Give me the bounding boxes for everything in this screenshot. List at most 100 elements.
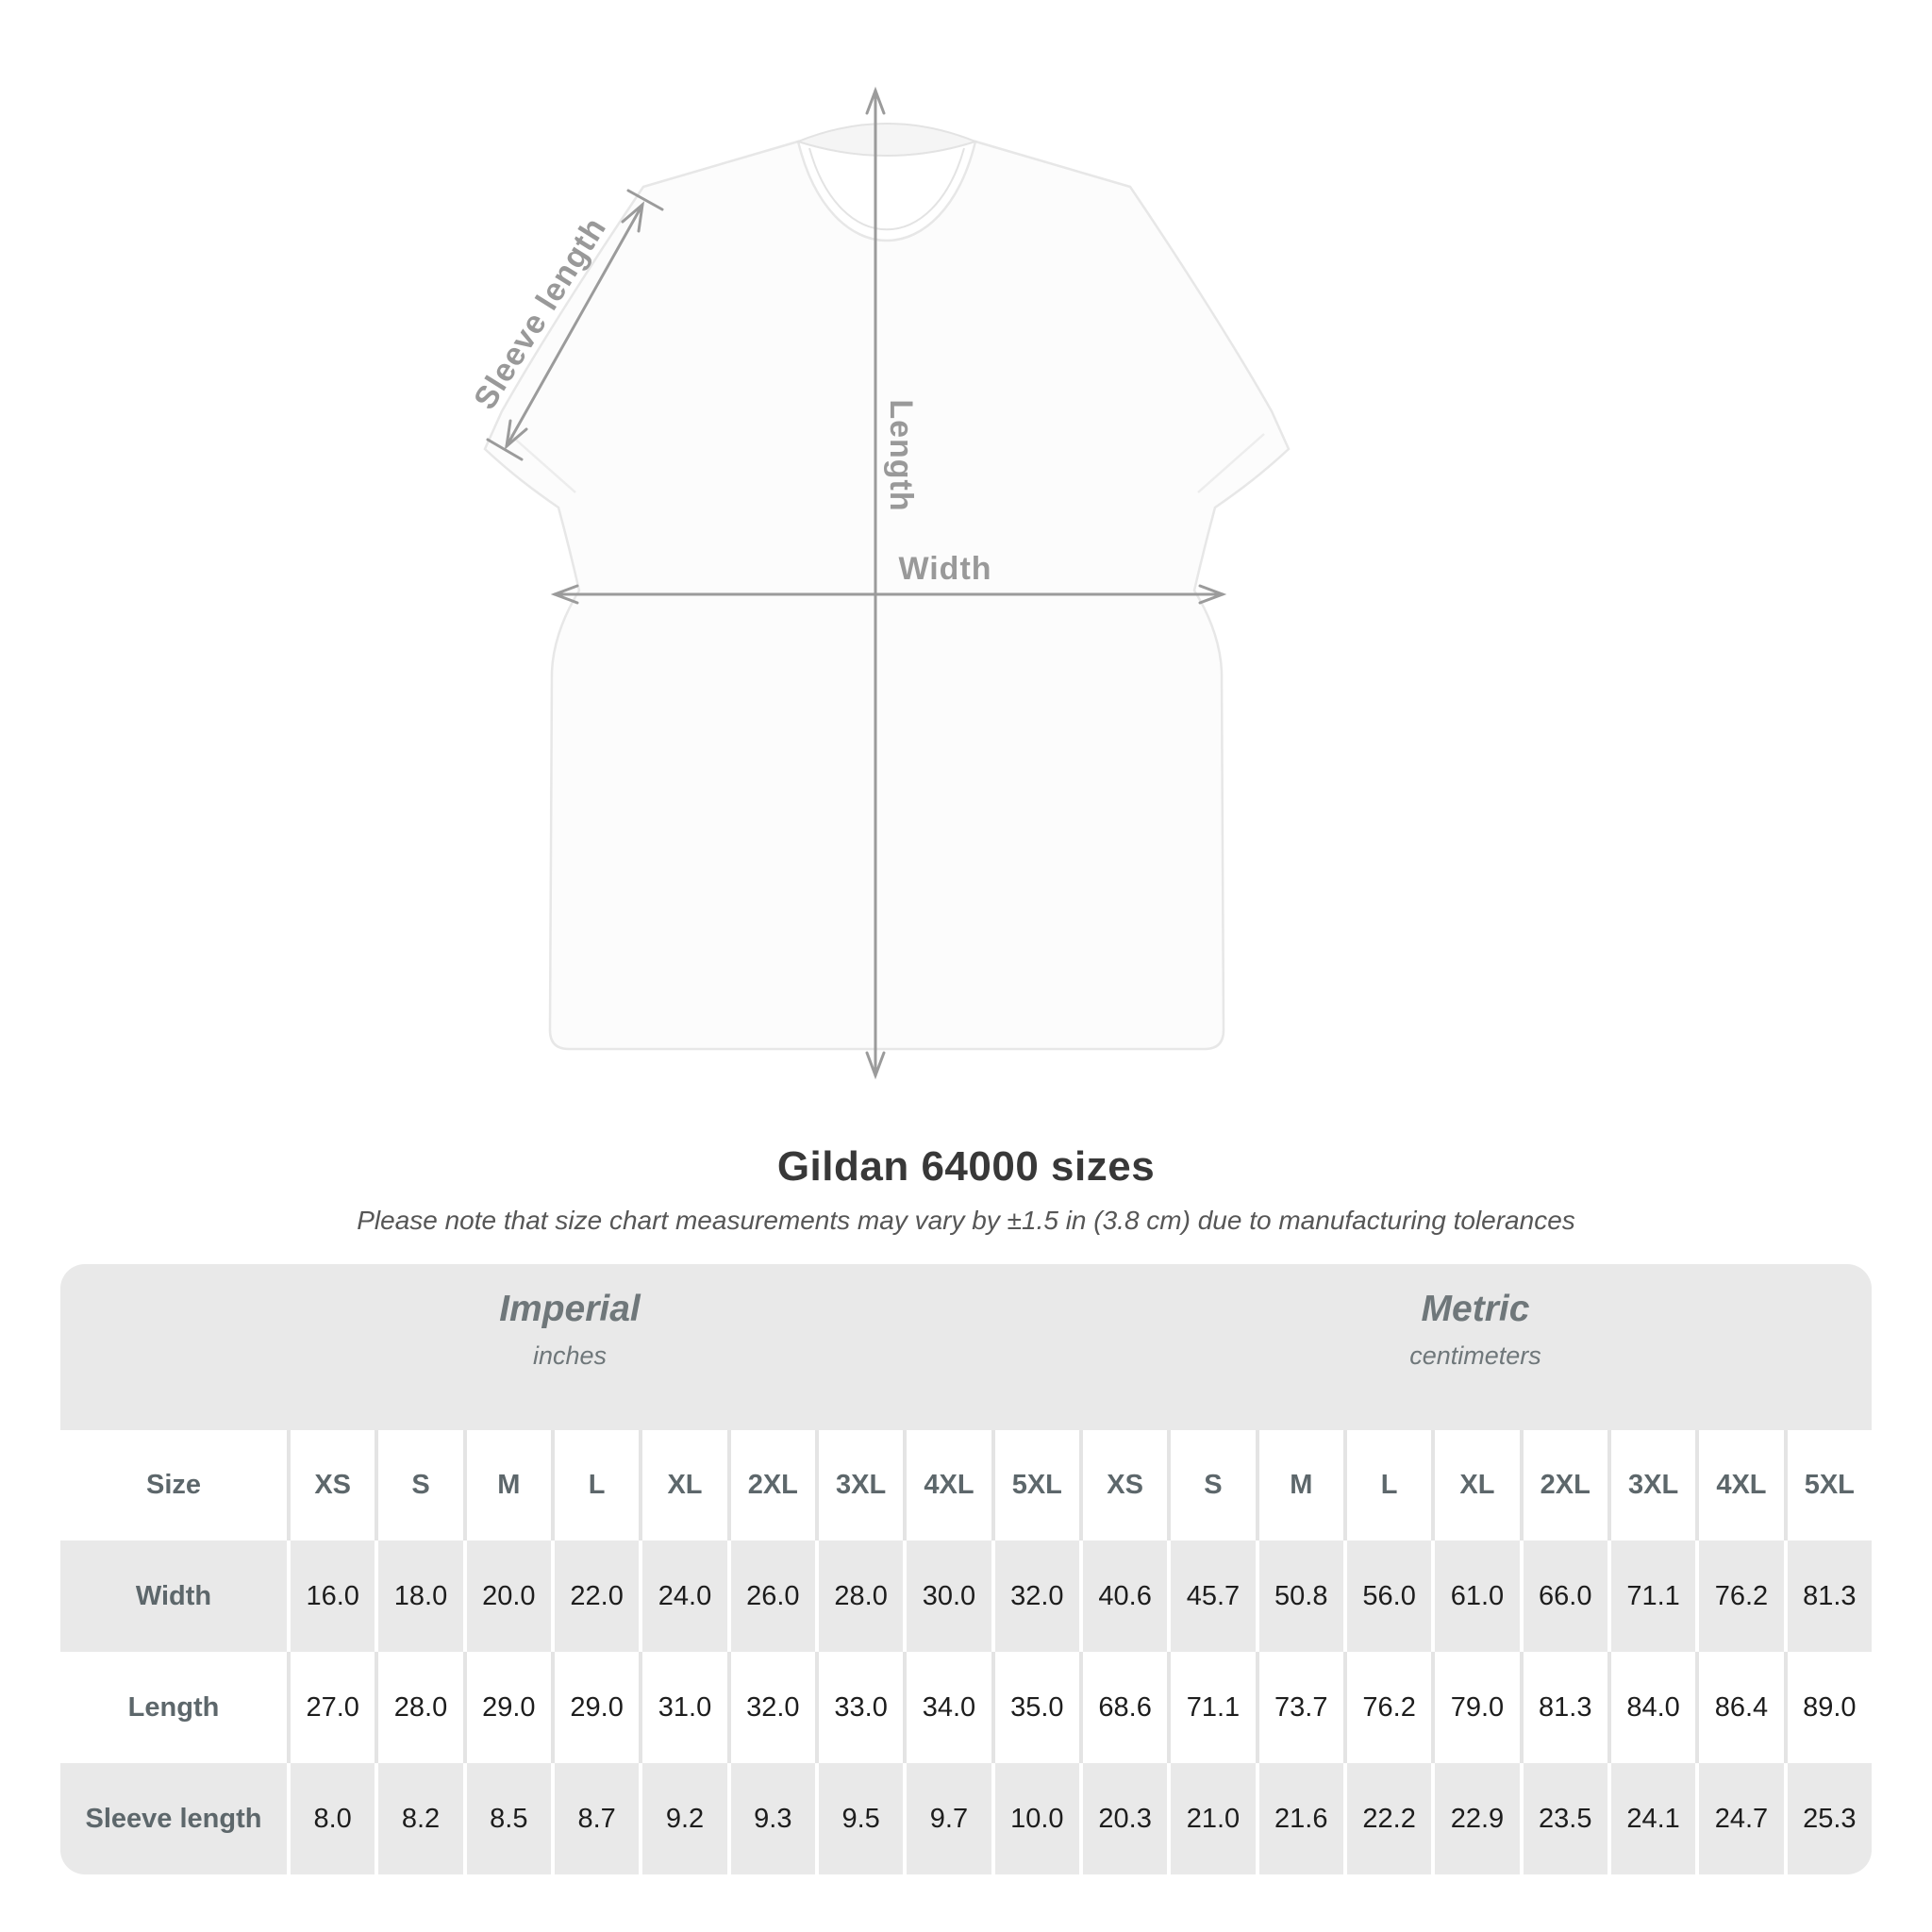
value-cell: 66.0 bbox=[1519, 1541, 1607, 1652]
value-cell: 71.1 bbox=[1607, 1541, 1696, 1652]
value-cell: 9.7 bbox=[903, 1763, 991, 1874]
size-col-header: M bbox=[462, 1430, 551, 1541]
value-cell: 33.0 bbox=[814, 1652, 904, 1763]
value-cell: 45.7 bbox=[1167, 1541, 1256, 1652]
value-cell: 40.6 bbox=[1078, 1541, 1168, 1652]
value-cell: 34.0 bbox=[903, 1652, 991, 1763]
page-subtitle: Please note that size chart measurements… bbox=[357, 1206, 1575, 1235]
value-cell: 29.0 bbox=[462, 1652, 551, 1763]
value-cell: 24.7 bbox=[1695, 1763, 1784, 1874]
value-cell: 32.0 bbox=[991, 1541, 1079, 1652]
value-cell: 8.0 bbox=[287, 1763, 375, 1874]
value-cell: 79.0 bbox=[1431, 1652, 1520, 1763]
value-cell: 8.5 bbox=[462, 1763, 551, 1874]
value-cell: 31.0 bbox=[639, 1652, 727, 1763]
value-cell: 27.0 bbox=[287, 1652, 375, 1763]
size-col-header: 5XL bbox=[991, 1430, 1079, 1541]
size-table-container: Imperial inches Metric centimeters Size … bbox=[60, 1264, 1872, 1874]
value-cell: 10.0 bbox=[991, 1763, 1079, 1874]
value-cell: 9.5 bbox=[814, 1763, 904, 1874]
value-cell: 81.3 bbox=[1519, 1652, 1607, 1763]
length-label: Length bbox=[883, 399, 919, 511]
page-title: Gildan 64000 sizes bbox=[776, 1143, 1156, 1190]
size-table-body: Imperial inches Metric centimeters Size … bbox=[60, 1264, 1872, 1874]
value-cell: 9.2 bbox=[639, 1763, 727, 1874]
value-cell: 18.0 bbox=[375, 1541, 463, 1652]
size-col-header: L bbox=[1342, 1430, 1432, 1541]
value-cell: 76.2 bbox=[1342, 1652, 1432, 1763]
imperial-unit-label: inches bbox=[532, 1341, 607, 1370]
tshirt-back-collar bbox=[795, 123, 978, 157]
value-cell: 8.7 bbox=[550, 1763, 640, 1874]
imperial-header-cell: Imperial inches bbox=[60, 1264, 1079, 1430]
value-cell: 84.0 bbox=[1607, 1652, 1696, 1763]
value-cell: 61.0 bbox=[1431, 1541, 1520, 1652]
tshirt-size-svg: Sleeve length Length Width bbox=[467, 86, 1291, 1080]
size-col-header: 4XL bbox=[903, 1430, 991, 1541]
size-col-header: 5XL bbox=[1783, 1430, 1872, 1541]
value-cell: 8.2 bbox=[375, 1763, 463, 1874]
measurement-row: Width 16.0 18.0 20.0 22.0 24.0 26.0 28.0 30.0 32.… bbox=[60, 1541, 1872, 1652]
value-cell: 21.6 bbox=[1255, 1763, 1343, 1874]
size-col-header: 4XL bbox=[1695, 1430, 1784, 1541]
metric-header-cell: Metric centimeters bbox=[1078, 1264, 1872, 1430]
unit-groups-row: Imperial inches Metric centimeters bbox=[60, 1264, 1872, 1430]
value-cell: 29.0 bbox=[550, 1652, 640, 1763]
sleeve-length-arrow bbox=[486, 189, 664, 461]
value-cell: 16.0 bbox=[287, 1541, 375, 1652]
size-col-header: M bbox=[1255, 1430, 1343, 1541]
size-header-row: Size XS S M L XL 2XL 3XL 4XL 5XL XS S M L XL 2XL 3XL 4XL… bbox=[60, 1430, 1872, 1541]
length-arrow bbox=[865, 86, 886, 1080]
tshirt-diagram: Sleeve length Length Width bbox=[467, 86, 1291, 1080]
tshirt-left-cuff-line bbox=[508, 433, 576, 493]
value-cell: 24.0 bbox=[639, 1541, 727, 1652]
value-cell: 22.2 bbox=[1342, 1763, 1432, 1874]
value-cell: 23.5 bbox=[1519, 1763, 1607, 1874]
size-col-header: XL bbox=[639, 1430, 727, 1541]
metric-label: Metric bbox=[1421, 1289, 1530, 1329]
value-cell: 28.0 bbox=[814, 1541, 904, 1652]
value-cell: 26.0 bbox=[726, 1541, 815, 1652]
tshirt-right-cuff-line bbox=[1197, 433, 1265, 493]
value-cell: 76.2 bbox=[1695, 1541, 1784, 1652]
value-cell: 22.0 bbox=[550, 1541, 640, 1652]
value-cell: 71.1 bbox=[1167, 1652, 1256, 1763]
value-cell: 81.3 bbox=[1783, 1541, 1872, 1652]
measurement-row: Length 27.0 28.0 29.0 29.0 31.0 32.0 33.0 34.0 35… bbox=[60, 1652, 1872, 1763]
value-cell: 20.3 bbox=[1078, 1763, 1168, 1874]
size-col-header: XS bbox=[287, 1430, 375, 1541]
row-label: Sleeve length bbox=[60, 1763, 287, 1874]
value-cell: 73.7 bbox=[1255, 1652, 1343, 1763]
value-cell: 28.0 bbox=[375, 1652, 463, 1763]
size-table: Imperial inches Metric centimeters Size … bbox=[60, 1264, 1872, 1874]
size-col-header: 2XL bbox=[1519, 1430, 1607, 1541]
width-label: Width bbox=[898, 551, 991, 587]
size-col-header: 3XL bbox=[814, 1430, 904, 1541]
value-cell: 25.3 bbox=[1783, 1763, 1872, 1874]
size-header: Size bbox=[60, 1430, 287, 1541]
row-label: Length bbox=[60, 1652, 287, 1763]
value-cell: 86.4 bbox=[1695, 1652, 1784, 1763]
value-cell: 89.0 bbox=[1783, 1652, 1872, 1763]
width-arrow bbox=[550, 584, 1227, 605]
size-col-header: L bbox=[550, 1430, 640, 1541]
size-col-header: S bbox=[375, 1430, 463, 1541]
size-col-header: S bbox=[1167, 1430, 1256, 1541]
value-cell: 50.8 bbox=[1255, 1541, 1343, 1652]
row-label: Width bbox=[60, 1541, 287, 1652]
measurement-arrows bbox=[486, 86, 1227, 1080]
value-cell: 22.9 bbox=[1431, 1763, 1520, 1874]
value-cell: 56.0 bbox=[1342, 1541, 1432, 1652]
metric-unit-label: centimeters bbox=[1409, 1341, 1541, 1370]
size-col-header: XL bbox=[1431, 1430, 1520, 1541]
measurement-row: Sleeve length 8.0 8.2 8.5 8.7 9.2 9.3 9.5 9.7 10.… bbox=[60, 1763, 1872, 1874]
imperial-label: Imperial bbox=[499, 1289, 641, 1329]
value-cell: 24.1 bbox=[1607, 1763, 1696, 1874]
value-cell: 20.0 bbox=[462, 1541, 551, 1652]
tshirt-collar-rib bbox=[808, 147, 965, 231]
value-cell: 9.3 bbox=[726, 1763, 815, 1874]
value-cell: 68.6 bbox=[1078, 1652, 1168, 1763]
size-col-header: 2XL bbox=[726, 1430, 815, 1541]
value-cell: 35.0 bbox=[991, 1652, 1079, 1763]
